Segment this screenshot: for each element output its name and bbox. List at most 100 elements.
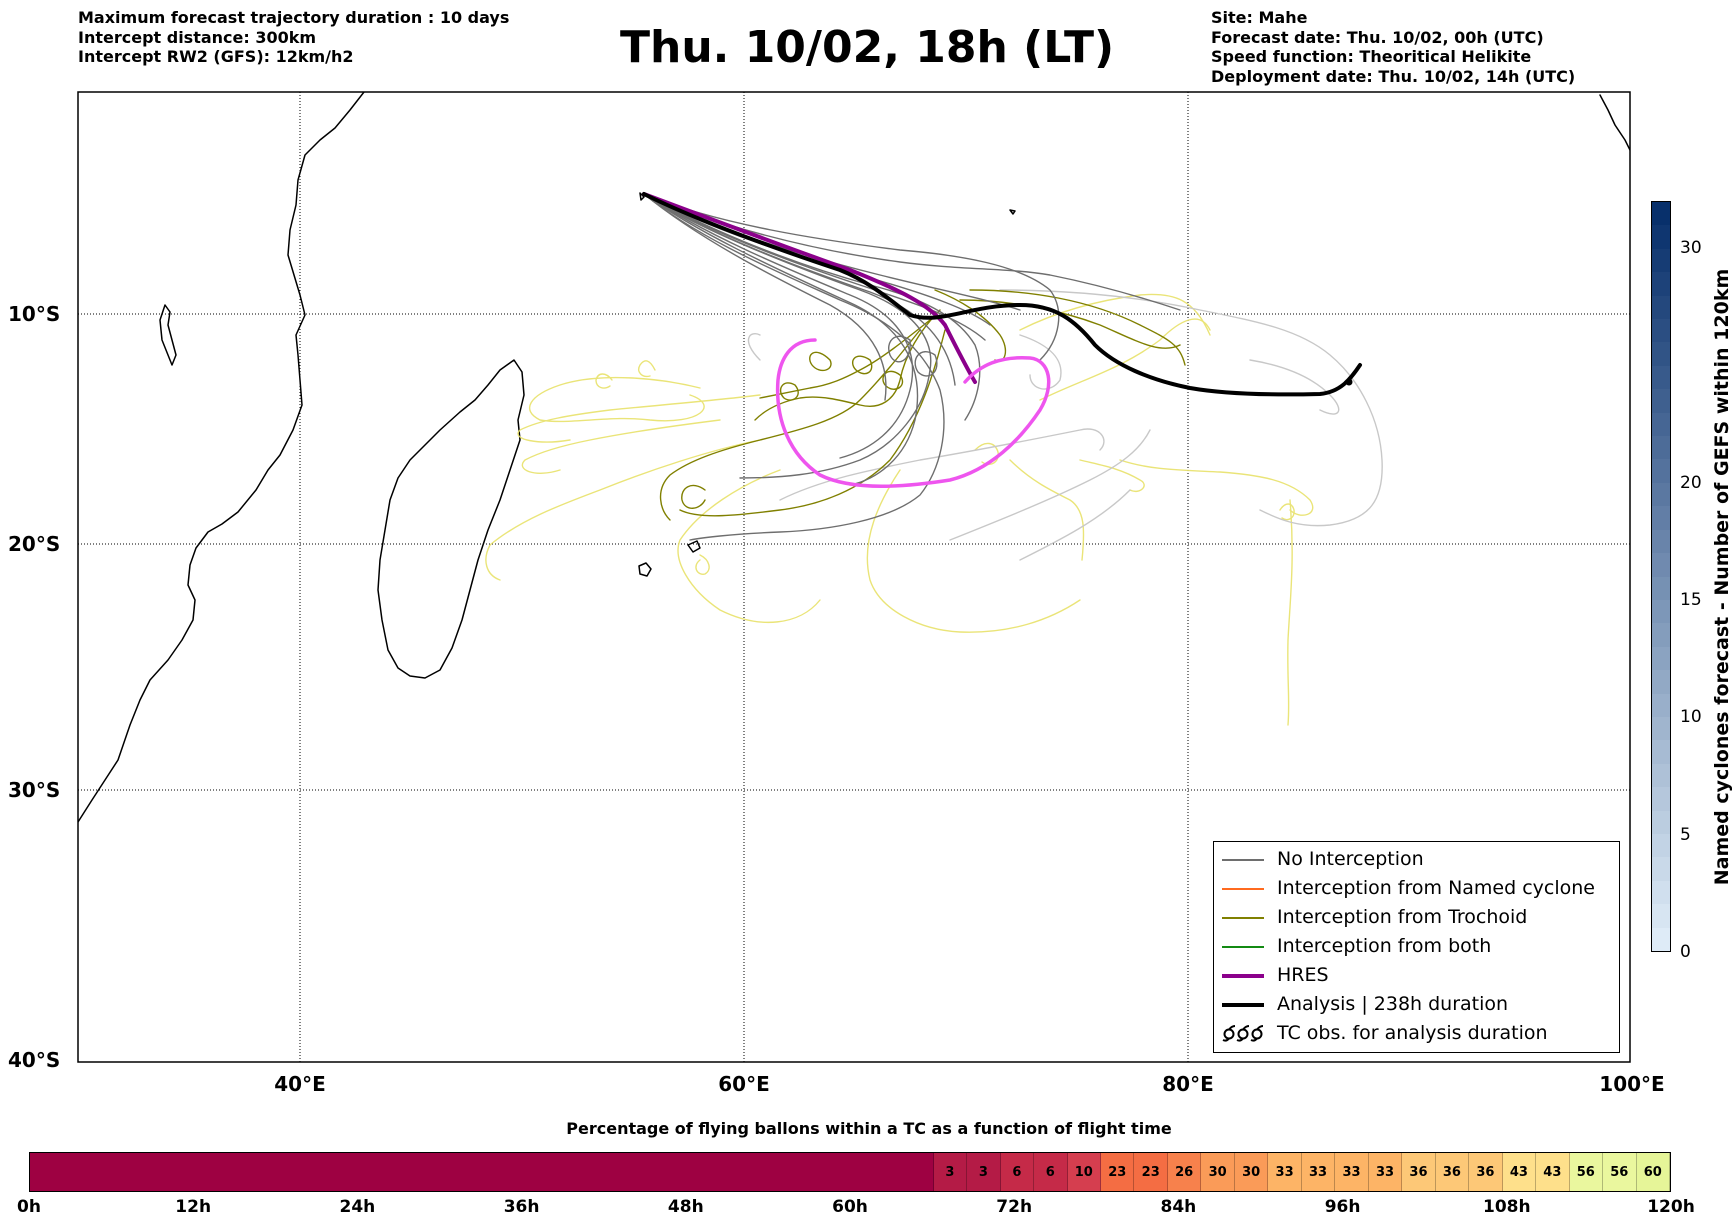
lat-label-30s: 30°S bbox=[8, 778, 61, 802]
colorbar-cell: 23 bbox=[1101, 1153, 1135, 1191]
yellow-trajectory bbox=[1039, 318, 1211, 401]
colorbar-cell: 33 bbox=[1268, 1153, 1302, 1191]
legend-label: Analysis | 238h duration bbox=[1277, 993, 1509, 1015]
legend-item-trochoid: Interception from Trochoid bbox=[1214, 904, 1619, 930]
legend: No Interception Interception from Named … bbox=[1213, 841, 1620, 1053]
colorbar-tick-label: 60h bbox=[832, 1197, 868, 1217]
colorbar-segment bbox=[1652, 412, 1670, 437]
legend-swatch bbox=[1222, 974, 1264, 978]
lightgray-trajectory bbox=[949, 429, 1151, 541]
page-title: Thu. 10/02, 18h (LT) bbox=[620, 22, 1115, 73]
legend-label: Interception from Trochoid bbox=[1277, 906, 1528, 928]
lat-label-10s: 10°S bbox=[8, 302, 61, 326]
legend-label: Interception from Named cyclone bbox=[1277, 877, 1595, 899]
legend-label: Interception from both bbox=[1277, 935, 1492, 957]
colorbar-tick-label: 24h bbox=[339, 1197, 376, 1217]
colorbar-cell: 36 bbox=[1469, 1153, 1503, 1191]
colorbar-cell: 23 bbox=[1134, 1153, 1168, 1191]
africa-coastline bbox=[78, 92, 365, 823]
colorbar-segment bbox=[1652, 318, 1670, 343]
colorbar-tick-label: 96h bbox=[1324, 1197, 1361, 1217]
colorbar-tick-label: 120h bbox=[1647, 1197, 1695, 1217]
colorbar-tick-label: 48h bbox=[667, 1197, 704, 1217]
yellow-trajectory bbox=[528, 376, 705, 423]
colorbar-cell bbox=[30, 1153, 934, 1191]
colorbar-segment bbox=[1652, 599, 1670, 624]
madagascar-coastline bbox=[377, 359, 525, 679]
legend-label: TC obs. for analysis duration bbox=[1277, 1022, 1548, 1044]
olive-trajectory bbox=[754, 309, 941, 421]
header-left-line-3: Intercept RW2 (GFS): 12km/h2 bbox=[78, 47, 354, 66]
colorbar-cell: 36 bbox=[1402, 1153, 1436, 1191]
comoros-coastline bbox=[159, 304, 177, 366]
yellow-trajectory bbox=[695, 554, 710, 575]
yellow-trajectory bbox=[1119, 459, 1314, 516]
colorbar-tick-label: 5 bbox=[1680, 824, 1691, 845]
colorbar-segment bbox=[1652, 435, 1670, 460]
gray-trajectory bbox=[643, 193, 986, 341]
colorbar-segment bbox=[1652, 622, 1670, 647]
legend-item-hres: HRES bbox=[1214, 962, 1619, 988]
colorbar-tick-label: 0h bbox=[17, 1197, 41, 1217]
yellow-trajectory bbox=[866, 469, 1081, 633]
yellow-trajectory bbox=[638, 360, 656, 378]
colorbar-segment bbox=[1652, 248, 1670, 273]
colorbar-segment bbox=[1652, 552, 1670, 577]
flight-time-colorbar: 3 3 6 6 10 23 23 26 30 30 33 33 33 33 36 36 36 43 43 56 56 60 bbox=[29, 1152, 1671, 1192]
header-left-line-2: Intercept distance: 300km bbox=[78, 27, 317, 47]
mauritius-coastline bbox=[638, 562, 652, 577]
colorbar-cell: 6 bbox=[1000, 1153, 1035, 1191]
colorbar-cell: 26 bbox=[1167, 1153, 1202, 1191]
colorbar-cell: 3 bbox=[933, 1153, 968, 1191]
colorbar-segment bbox=[1652, 669, 1670, 694]
colorbar-tick-label: 10 bbox=[1680, 707, 1702, 728]
colorbar-segment bbox=[1652, 903, 1670, 928]
colorbar-cell: 33 bbox=[1368, 1153, 1403, 1191]
colorbar-segment bbox=[1652, 786, 1670, 811]
hres-track bbox=[642, 192, 977, 384]
header-right-line-2: Forecast date: Thu. 10/02, 00h (UTC) bbox=[1211, 27, 1544, 47]
magenta-loop-track bbox=[775, 338, 1051, 488]
gefs-colorbar-label: Named cyclones forecast - Number of GEFS… bbox=[1711, 268, 1733, 886]
olive-trajectory bbox=[959, 299, 1181, 349]
colorbar-cell: 36 bbox=[1435, 1153, 1470, 1191]
colorbar-segment bbox=[1652, 716, 1670, 741]
arabia-coast-islet bbox=[1599, 94, 1630, 151]
legend-swatch bbox=[1222, 946, 1264, 948]
lightgray-trajectory bbox=[1019, 489, 1131, 561]
legend-item-no-interception: No Interception bbox=[1214, 846, 1619, 872]
reunion-coastline bbox=[687, 540, 701, 553]
colorbar-cell: 43 bbox=[1536, 1153, 1570, 1191]
header-left-line-1: Maximum forecast trajectory duration : 1… bbox=[78, 8, 510, 27]
colorbar-segment bbox=[1652, 224, 1670, 249]
colorbar-cell: 33 bbox=[1301, 1153, 1336, 1191]
colorbar-segment bbox=[1652, 505, 1670, 530]
cyclone-symbol-icon bbox=[1222, 1025, 1264, 1042]
colorbar-tick-label: 84h bbox=[1160, 1197, 1197, 1217]
colorbar-cell: 3 bbox=[967, 1153, 1001, 1191]
colorbar-cell: 60 bbox=[1636, 1153, 1670, 1191]
olive-trajectory bbox=[679, 329, 946, 517]
legend-swatch bbox=[1222, 888, 1264, 890]
colorbar-segment bbox=[1652, 856, 1670, 881]
colorbar-cell: 33 bbox=[1335, 1153, 1369, 1191]
colorbar-tick-label: 12h bbox=[175, 1197, 212, 1217]
colorbar-cell: 56 bbox=[1569, 1153, 1604, 1191]
gray-trajectory bbox=[643, 193, 956, 386]
olive-trajectory bbox=[969, 289, 1186, 366]
colorbar-segment bbox=[1652, 529, 1670, 554]
colorbar-segment bbox=[1652, 482, 1670, 507]
legend-item-tc-obs: TC obs. for analysis duration bbox=[1214, 1020, 1619, 1046]
colorbar-segment bbox=[1652, 365, 1670, 390]
legend-item-analysis: Analysis | 238h duration bbox=[1214, 991, 1619, 1017]
lat-label-40s: 40°S bbox=[8, 1048, 61, 1072]
colorbar-tick-label: 36h bbox=[503, 1197, 540, 1217]
yellow-trajectory bbox=[1009, 459, 1085, 561]
colorbar-segment bbox=[1652, 341, 1670, 366]
header-right-info: Site: Mahe Forecast date: Thu. 10/02, 00… bbox=[1211, 8, 1575, 86]
gray-trajectory bbox=[643, 193, 919, 486]
colorbar-segment bbox=[1652, 388, 1670, 413]
lon-label-40e: 40°E bbox=[274, 1072, 326, 1096]
gridlines bbox=[78, 92, 1630, 1062]
colorbar-segment bbox=[1652, 458, 1670, 483]
